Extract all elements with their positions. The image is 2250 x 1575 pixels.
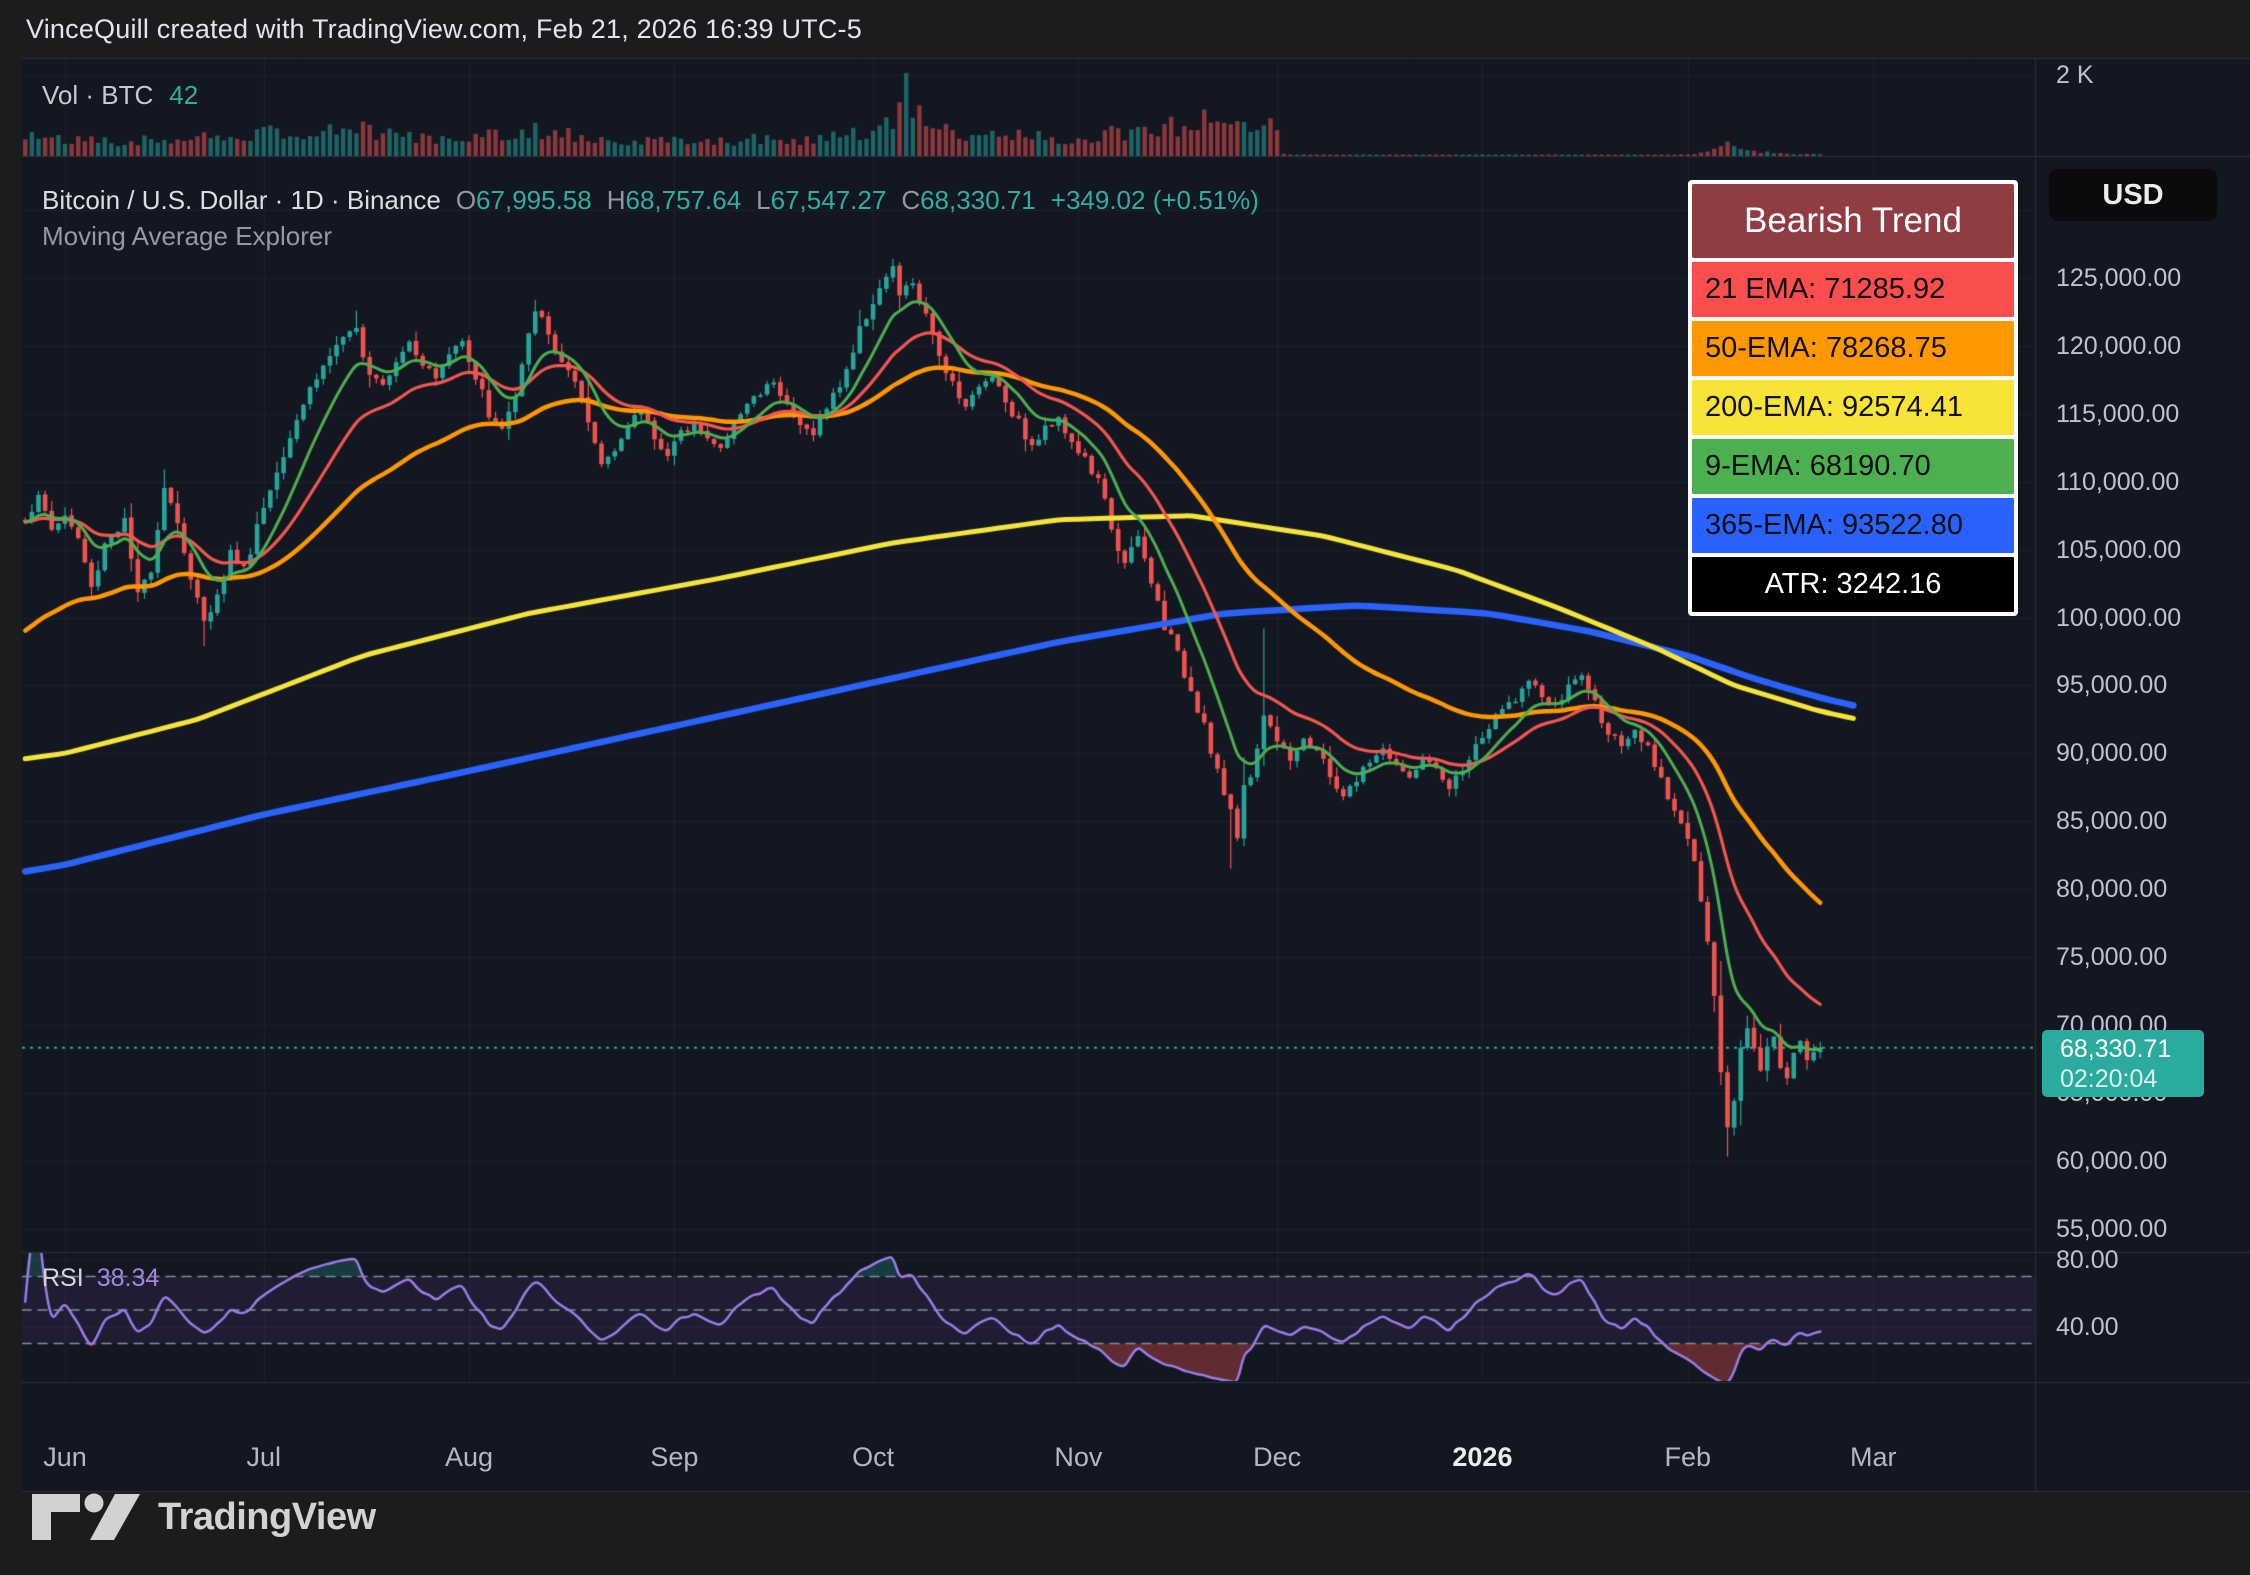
price-axis-tick: 110,000.00 [2056, 467, 2180, 496]
tradingview-logo[interactable]: TradingView [30, 1492, 376, 1542]
price-axis-tick: 120,000.00 [2056, 331, 2182, 360]
price-axis-tick: 80,000.00 [2056, 875, 2168, 904]
price-axis-tick: 115,000.00 [2056, 399, 2180, 428]
price-axis-tick: 60,000.00 [2056, 1146, 2168, 1175]
trend-row: 365-EMA: 93522.80 [1692, 498, 2014, 553]
price-axis-tick: 85,000.00 [2056, 807, 2168, 836]
trend-status-panel: Bearish Trend 21 EMA: 71285.92 50-EMA: 78… [1688, 180, 2018, 616]
price-axis-tick: 125,000.00 [2056, 264, 2182, 292]
price-axis-tick: 95,000.00 [2056, 671, 2168, 700]
price-axis-tick: 105,000.00 [2056, 535, 2182, 564]
tradingview-mark-icon [32, 1493, 140, 1540]
low-value: 67,547.27 [770, 185, 887, 215]
close-value: 68,330.71 [920, 185, 1036, 215]
price-axis-tick: 55,000.00 [2056, 1214, 2168, 1243]
rsi-legend[interactable]: RSI 38.34 [42, 1264, 159, 1293]
symbol-legend[interactable]: Bitcoin / U.S. Dollar · 1D · Binance O67,… [42, 185, 1259, 216]
open-label: O [455, 185, 477, 215]
time-axis-tick: Aug [445, 1442, 494, 1472]
trend-row: 200-EMA: 92574.41 [1692, 380, 2014, 435]
price-axis-tick: 75,000.00 [2056, 943, 2168, 972]
volume-axis-tick: 2 K [2056, 61, 2094, 89]
currency-toggle-button[interactable]: USD [2048, 168, 2218, 222]
rsi-axis-tick: 40.00 [2056, 1312, 2119, 1341]
low-label: L [756, 185, 771, 215]
attribution-text: VinceQuill created with TradingView.com,… [26, 14, 862, 44]
time-axis-tick: 2026 [1452, 1442, 1513, 1472]
open-value: 67,995.58 [476, 185, 592, 215]
price-axis-tick: 100,000.00 [2056, 603, 2182, 632]
volume-legend[interactable]: Vol · BTC 42 [42, 80, 198, 111]
volume-legend-value: 42 [169, 80, 199, 110]
last-price-value: 68,330.71 [2060, 1035, 2172, 1063]
indicator-legend[interactable]: Moving Average Explorer [42, 221, 333, 251]
time-axis-tick: Oct [852, 1442, 895, 1472]
trend-status-rows: 21 EMA: 71285.92 50-EMA: 78268.75 200-EMA:… [1692, 262, 2014, 612]
time-axis-tick: Jun [43, 1442, 87, 1472]
time-axis-tick: Dec [1253, 1442, 1302, 1472]
trend-status-title: Bearish Trend [1692, 184, 2014, 258]
volume-legend-label: Vol · BTC [42, 80, 154, 110]
high-value: 68,757.64 [625, 185, 742, 215]
close-label: C [901, 185, 921, 215]
time-axis-tick: Jul [246, 1442, 281, 1472]
bar-countdown: 02:20:04 [2060, 1065, 2158, 1093]
trend-row: 21 EMA: 71285.92 [1692, 262, 2014, 317]
rsi-legend-value: 38.34 [96, 1264, 160, 1292]
time-axis-tick: Sep [650, 1442, 699, 1472]
trend-row: 50-EMA: 78268.75 [1692, 321, 2014, 376]
rsi-axis-tick: 80.00 [2056, 1245, 2119, 1274]
high-label: H [606, 185, 626, 215]
time-axis-tick: Feb [1664, 1442, 1712, 1472]
trend-row: 9-EMA: 68190.70 [1692, 439, 2014, 494]
change-value: +349.02 (+0.51%) [1050, 185, 1259, 215]
last-price-badge: 68,330.71 02:20:04 [2042, 1030, 2204, 1097]
attribution-bar: VinceQuill created with TradingView.com,… [0, 0, 2250, 58]
trend-row: ATR: 3242.16 [1692, 557, 2014, 612]
price-axis-tick: 90,000.00 [2056, 739, 2168, 768]
tradingview-wordmark: TradingView [158, 1495, 376, 1538]
symbol-title: Bitcoin / U.S. Dollar · 1D · Binance [42, 185, 441, 215]
time-axis-tick: Mar [1849, 1442, 1897, 1472]
rsi-legend-label: RSI [42, 1264, 84, 1292]
time-axis-tick: Nov [1054, 1442, 1103, 1472]
